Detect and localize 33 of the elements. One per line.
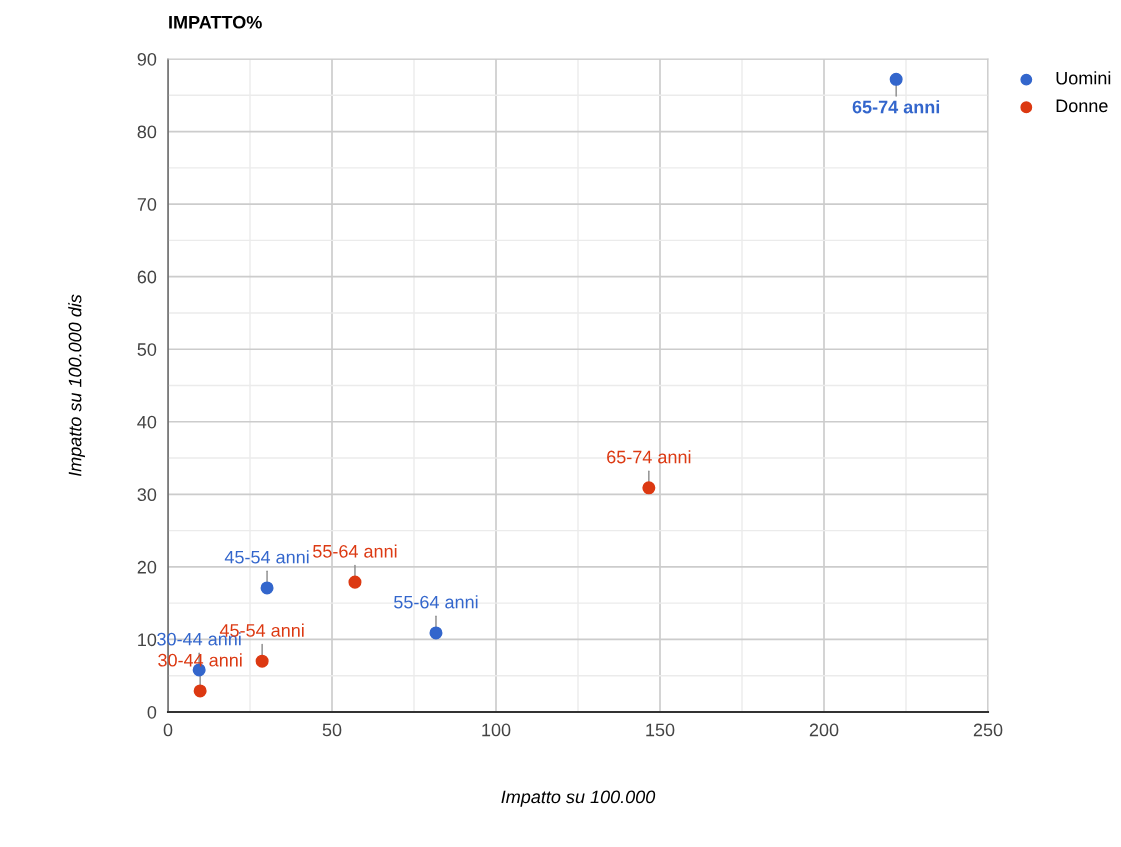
point (348, 575, 362, 589)
x-tick-label: 50 (322, 723, 342, 737)
point (429, 626, 443, 640)
data-label: 55-64 anni (313, 544, 397, 558)
x-tick-label: 250 (973, 723, 1003, 737)
x-tick-label: 100 (482, 723, 511, 737)
data-label: 45-54 anni (224, 550, 309, 564)
point (193, 684, 207, 698)
x-tick-label: 0 (163, 723, 173, 737)
point (642, 481, 656, 495)
y-tick-label: 60 (137, 270, 157, 284)
data-label: 65-74 anni (852, 100, 940, 114)
point (260, 581, 274, 595)
chart-title: IMPATTO% (169, 15, 262, 29)
y-tick-label: 80 (137, 125, 157, 139)
data-label: 55-64 anni (394, 595, 478, 609)
y-tick-label: 20 (137, 560, 157, 574)
y-tick-label: 10 (138, 633, 157, 647)
y-tick-label: 90 (137, 52, 157, 66)
data-label: 65-74 anni (607, 450, 691, 464)
point (889, 72, 903, 86)
legend-label: Uomini (1056, 71, 1111, 85)
point (255, 654, 269, 668)
y-axis-title: Impatto su 100.000 dis (68, 294, 85, 477)
y-tick-label: 50 (137, 343, 157, 356)
y-tick-label: 30 (137, 488, 157, 502)
y-tick-label: 70 (137, 198, 157, 211)
y-tick-label: 40 (137, 415, 157, 429)
x-tick-label: 150 (646, 723, 675, 737)
legend-label: Donne (1056, 99, 1108, 113)
y-tick-label: 0 (147, 705, 157, 719)
x-axis-title: Impatto su 100.000 (501, 790, 656, 807)
x-tick-label: 200 (809, 723, 839, 737)
